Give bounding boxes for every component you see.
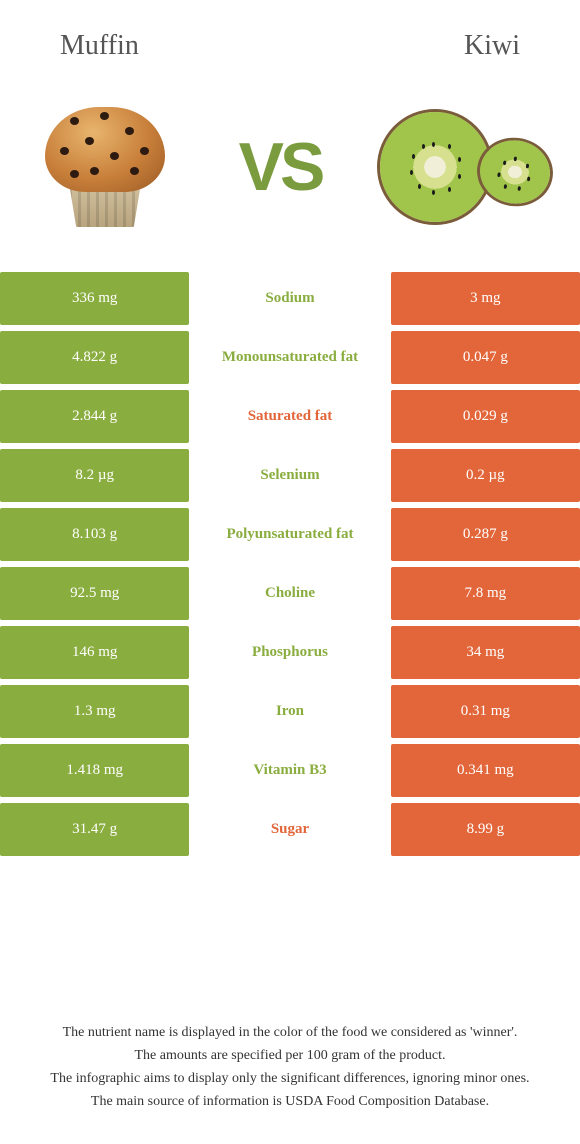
header: Muffin Kiwi	[0, 0, 580, 72]
right-value-cell: 7.8 mg	[391, 567, 580, 620]
table-row: 1.418 mgVitamin B30.341 mg	[0, 744, 580, 797]
table-row: 2.844 gSaturated fat0.029 g	[0, 390, 580, 443]
footnote-line: The amounts are specified per 100 gram o…	[30, 1045, 550, 1066]
footnote-line: The nutrient name is displayed in the co…	[30, 1022, 550, 1043]
nutrient-label-cell: Vitamin B3	[195, 744, 384, 797]
left-value-cell: 146 mg	[0, 626, 189, 679]
right-value-cell: 34 mg	[391, 626, 580, 679]
hero-row: VS	[0, 72, 580, 272]
left-value-cell: 8.103 g	[0, 508, 189, 561]
nutrient-label-cell: Polyunsaturated fat	[195, 508, 384, 561]
right-value-cell: 0.341 mg	[391, 744, 580, 797]
left-food-title: Muffin	[60, 30, 139, 62]
table-row: 92.5 mgCholine7.8 mg	[0, 567, 580, 620]
right-value-cell: 8.99 g	[391, 803, 580, 856]
table-row: 146 mgPhosphorus34 mg	[0, 626, 580, 679]
table-row: 4.822 gMonounsaturated fat0.047 g	[0, 331, 580, 384]
left-value-cell: 4.822 g	[0, 331, 189, 384]
footnote-line: The infographic aims to display only the…	[30, 1068, 550, 1089]
table-row: 8.103 gPolyunsaturated fat0.287 g	[0, 508, 580, 561]
muffin-image	[30, 92, 180, 242]
left-value-cell: 92.5 mg	[0, 567, 189, 620]
table-row: 8.2 µgSelenium0.2 µg	[0, 449, 580, 502]
nutrient-label-cell: Phosphorus	[195, 626, 384, 679]
right-value-cell: 0.287 g	[391, 508, 580, 561]
table-row: 1.3 mgIron0.31 mg	[0, 685, 580, 738]
nutrient-label-cell: Iron	[195, 685, 384, 738]
comparison-table: 336 mgSodium3 mg 4.822 gMonounsaturated f…	[0, 272, 580, 856]
table-row: 31.47 gSugar8.99 g	[0, 803, 580, 856]
right-value-cell: 3 mg	[391, 272, 580, 325]
right-food-title: Kiwi	[464, 30, 520, 62]
left-value-cell: 1.3 mg	[0, 685, 189, 738]
nutrient-label-cell: Monounsaturated fat	[195, 331, 384, 384]
left-value-cell: 336 mg	[0, 272, 189, 325]
footnotes: The nutrient name is displayed in the co…	[30, 1022, 550, 1114]
nutrient-label-cell: Sodium	[195, 272, 384, 325]
right-value-cell: 0.31 mg	[391, 685, 580, 738]
kiwi-image	[380, 92, 550, 242]
nutrient-label-cell: Sugar	[195, 803, 384, 856]
left-value-cell: 8.2 µg	[0, 449, 189, 502]
footnote-line: The main source of information is USDA F…	[30, 1091, 550, 1112]
right-value-cell: 0.047 g	[391, 331, 580, 384]
table-row: 336 mgSodium3 mg	[0, 272, 580, 325]
nutrient-label-cell: Saturated fat	[195, 390, 384, 443]
right-value-cell: 0.2 µg	[391, 449, 580, 502]
left-value-cell: 1.418 mg	[0, 744, 189, 797]
vs-label: VS	[239, 128, 322, 206]
right-value-cell: 0.029 g	[391, 390, 580, 443]
nutrient-label-cell: Selenium	[195, 449, 384, 502]
nutrient-label-cell: Choline	[195, 567, 384, 620]
left-value-cell: 2.844 g	[0, 390, 189, 443]
left-value-cell: 31.47 g	[0, 803, 189, 856]
